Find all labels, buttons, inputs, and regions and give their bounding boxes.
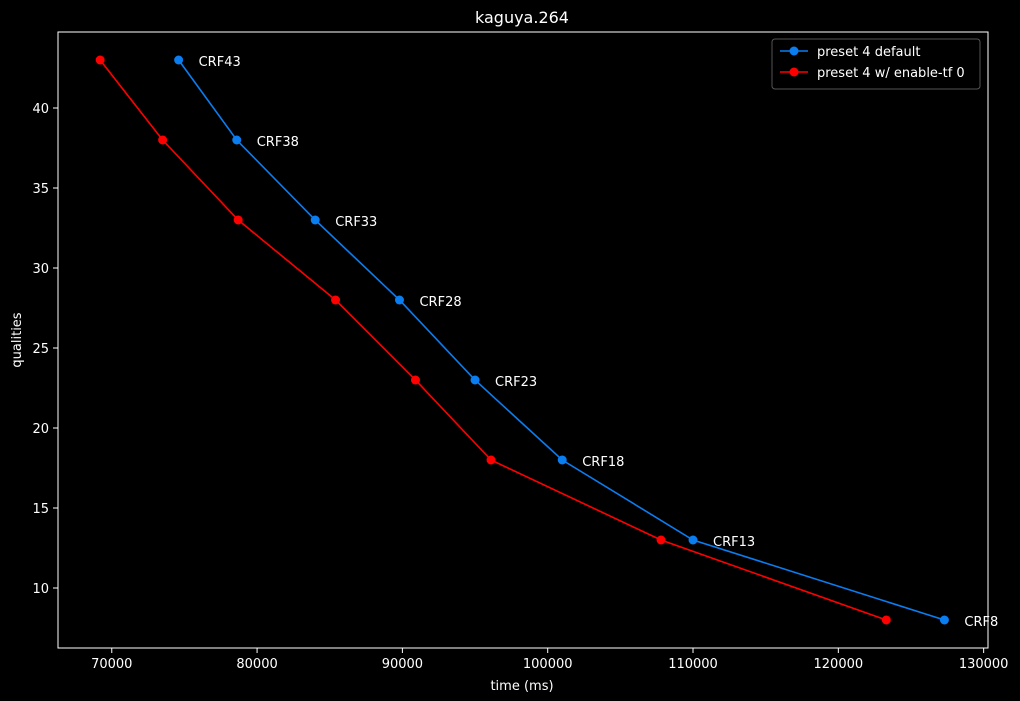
data-point — [310, 215, 320, 225]
chart-title: kaguya.264 — [475, 8, 569, 27]
data-point — [410, 375, 420, 385]
y-tick-label: 10 — [32, 582, 49, 597]
data-point-label: CRF38 — [257, 135, 299, 150]
legend-item: preset 4 default — [780, 45, 920, 60]
legend-label: preset 4 default — [817, 45, 920, 60]
data-point — [95, 55, 105, 65]
y-tick-label: 25 — [32, 342, 49, 357]
data-point — [394, 295, 404, 305]
x-tick-label: 120000 — [814, 657, 864, 672]
x-tick-label: 70000 — [91, 657, 132, 672]
plot-area-frame — [57, 31, 989, 649]
y-axis-label: qualities — [10, 312, 25, 367]
x-tick-label: 100000 — [523, 657, 573, 672]
data-point-label: CRF13 — [713, 535, 755, 550]
y-tick-label: 40 — [32, 102, 49, 117]
data-point — [881, 615, 891, 625]
data-point — [174, 55, 184, 65]
x-tick-label: 80000 — [236, 657, 277, 672]
y-tick-label: 20 — [32, 422, 49, 437]
data-point — [557, 455, 567, 465]
data-point — [233, 215, 243, 225]
legend-item: preset 4 w/ enable-tf 0 — [780, 66, 965, 81]
series-2 — [95, 55, 891, 625]
y-tick-label: 30 — [32, 262, 49, 277]
data-point-label: CRF43 — [199, 55, 241, 70]
x-tick-label: 110000 — [668, 657, 718, 672]
series-line — [99, 59, 887, 621]
x-tick-label: 130000 — [959, 657, 1009, 672]
series-1: CRF43 CRF38 CRF33 CRF28 CRF23 CRF18 CRF13 CRF8 — [174, 55, 998, 630]
data-point-label: CRF23 — [495, 375, 537, 390]
legend-frame — [771, 38, 981, 90]
data-point — [939, 615, 949, 625]
legend-marker — [789, 67, 799, 77]
data-point-label: CRF33 — [335, 215, 377, 230]
data-point-label: CRF18 — [582, 455, 624, 470]
legend: preset 4 default preset 4 w/ enable-tf 0 — [771, 38, 981, 90]
y-tick-label: 35 — [32, 182, 49, 197]
data-point — [486, 455, 496, 465]
legend-label: preset 4 w/ enable-tf 0 — [817, 66, 965, 81]
legend-marker — [789, 46, 799, 56]
data-point-label: CRF8 — [964, 615, 998, 630]
series-line — [177, 59, 945, 621]
data-point-label: CRF28 — [419, 295, 461, 310]
data-point — [656, 535, 666, 545]
x-axis-label: time (ms) — [490, 679, 553, 694]
data-point — [331, 295, 341, 305]
data-point — [470, 375, 480, 385]
data-point — [688, 535, 698, 545]
y-tick-label: 15 — [32, 502, 49, 517]
data-point — [158, 135, 168, 145]
data-point — [232, 135, 242, 145]
x-tick-label: 90000 — [382, 657, 423, 672]
